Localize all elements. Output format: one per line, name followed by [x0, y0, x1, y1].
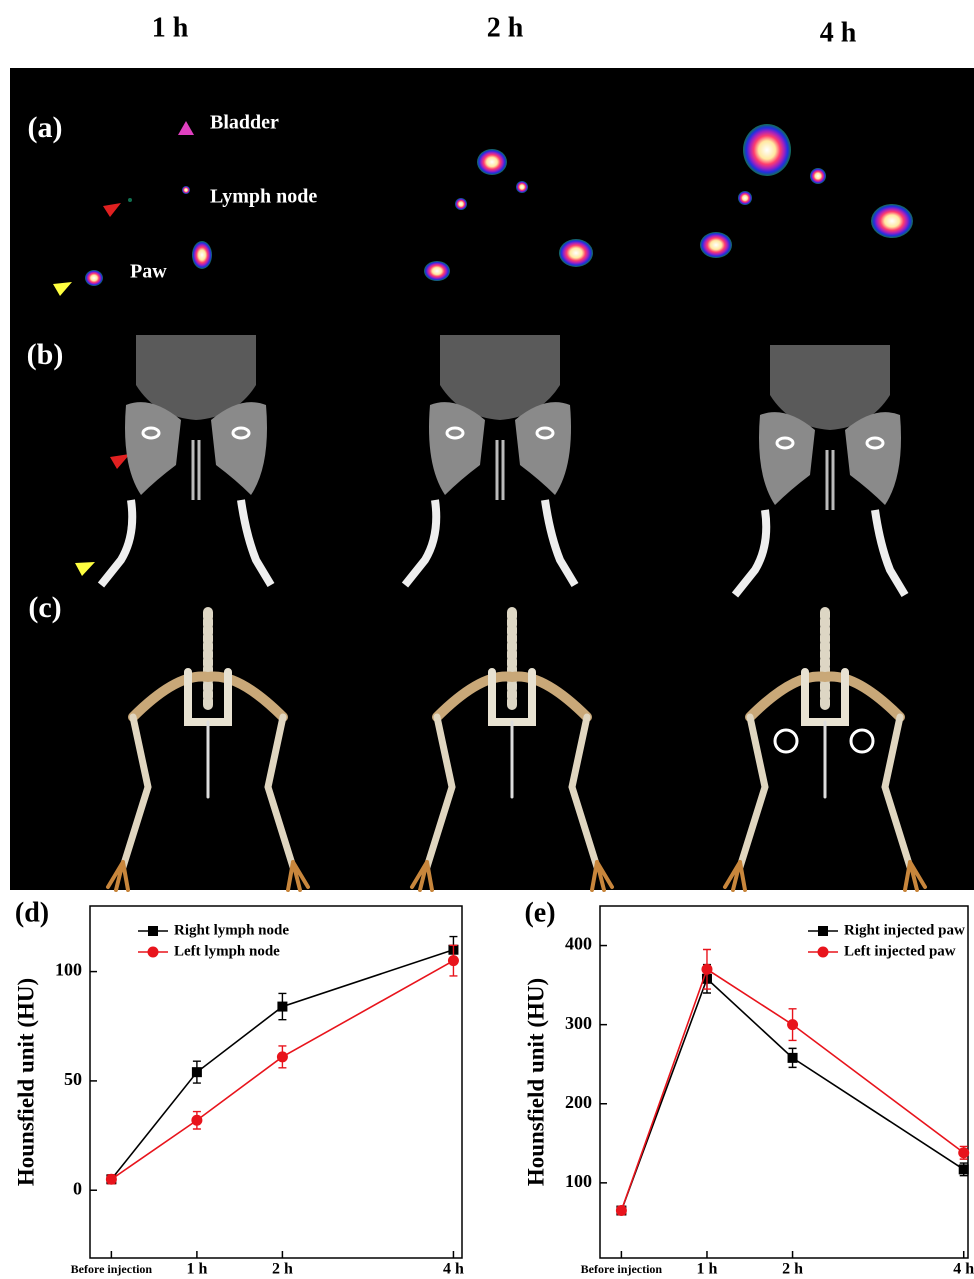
legend-label: Right lymph node: [174, 922, 289, 938]
y-tick-label: 100: [565, 1171, 592, 1191]
legend-label: Left injected paw: [844, 943, 956, 959]
x-tick-label: Before injection: [71, 1262, 153, 1276]
annotation: Lymph node: [210, 186, 317, 208]
data-point: [191, 1115, 202, 1126]
x-tick-label: 2 h: [272, 1261, 293, 1278]
legend-label: Left lymph node: [174, 943, 280, 959]
y-tick-label: 100: [55, 960, 82, 980]
data-point: [959, 1164, 969, 1174]
y-tick-label: 50: [64, 1069, 82, 1089]
column-label: 1 h: [152, 12, 189, 43]
data-point: [277, 1002, 287, 1012]
x-tick-label: 4 h: [953, 1261, 974, 1278]
y-tick-label: 400: [565, 934, 592, 954]
panel-label: (a): [28, 111, 63, 144]
column-label: 4 h: [820, 17, 857, 48]
series-line: [621, 969, 963, 1210]
data-point: [958, 1147, 969, 1158]
data-point: [277, 1051, 288, 1062]
data-point: [701, 964, 712, 975]
data-point: [448, 955, 459, 966]
data-point: [192, 1067, 202, 1077]
x-tick-label: 2 h: [782, 1261, 803, 1278]
data-point: [788, 1053, 798, 1063]
x-tick-label: Before injection: [581, 1262, 663, 1276]
data-point: [787, 1019, 798, 1030]
y-tick-label: 0: [73, 1178, 82, 1198]
panel-label: (d): [15, 897, 49, 928]
x-tick-label: 4 h: [443, 1261, 464, 1278]
x-tick-label: 1 h: [697, 1261, 718, 1278]
figure: 1 h 2 h 4 h (a) (b) (c) Bladder Lymph no…: [0, 0, 974, 1279]
y-axis-label: Hounsfield unit (HU): [523, 978, 548, 1186]
data-point: [106, 1174, 117, 1185]
legend-label: Right injected paw: [844, 922, 965, 938]
legend-marker: [818, 926, 828, 936]
legend-marker: [148, 926, 158, 936]
x-tick-label: 1 h: [186, 1261, 207, 1278]
y-tick-label: 300: [565, 1013, 592, 1033]
panel-label: (c): [28, 591, 61, 624]
y-tick-label: 200: [565, 1092, 592, 1112]
legend-marker: [818, 947, 829, 958]
panel-label: (b): [27, 338, 64, 371]
y-axis-label: Hounsfield unit (HU): [13, 978, 38, 1186]
data-point: [616, 1205, 627, 1216]
annotation: Paw: [130, 261, 167, 283]
panel-label: (e): [524, 897, 555, 928]
legend-marker: [148, 947, 159, 958]
column-label: 2 h: [487, 12, 524, 43]
annotation: Bladder: [210, 112, 279, 134]
